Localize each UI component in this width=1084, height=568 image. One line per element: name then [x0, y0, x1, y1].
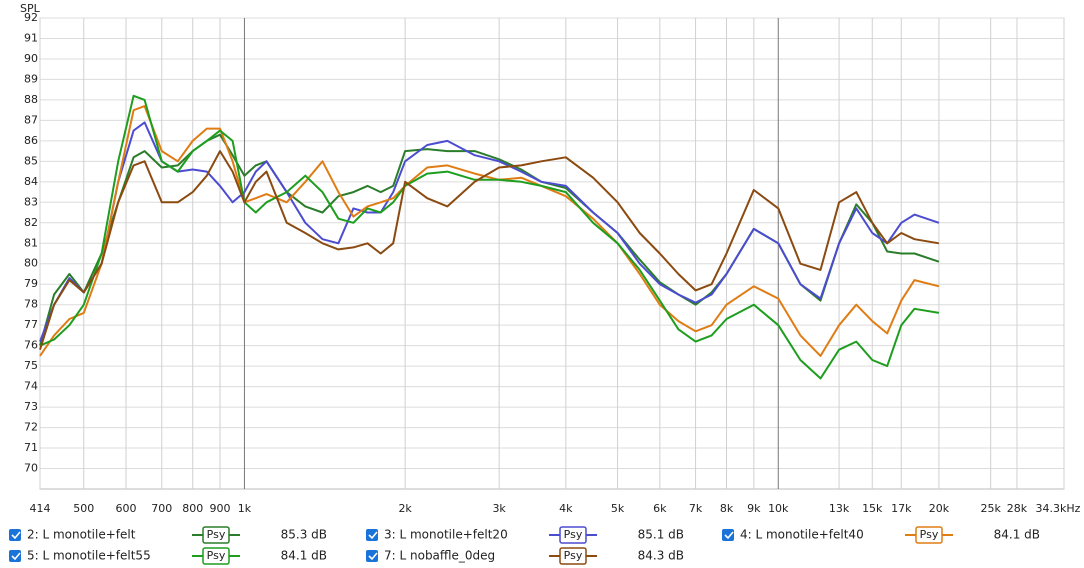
- x-tick-label: 13k: [829, 502, 850, 515]
- y-tick-label: 88: [24, 93, 38, 106]
- x-tick-label: 25k: [980, 502, 1001, 515]
- y-tick-label: 71: [24, 441, 38, 454]
- x-tick-label: 8k: [720, 502, 734, 515]
- legend-level: 85.3 dB: [281, 528, 327, 542]
- y-tick-label: 84: [24, 175, 38, 188]
- smoothing-label: Psy: [920, 528, 939, 541]
- y-tick-label: 81: [24, 236, 38, 249]
- x-tick-label: 28k: [1007, 502, 1028, 515]
- legend-checkbox: [9, 550, 21, 562]
- checkmark: [11, 531, 21, 540]
- smoothing-button[interactable]: [202, 547, 230, 565]
- y-tick-label: 73: [24, 400, 38, 413]
- y-tick-label: 74: [24, 380, 38, 393]
- legend-label: 2: L monotile+felt: [27, 528, 136, 542]
- legend-level: 85.1 dB: [638, 528, 684, 542]
- y-tick-label: 91: [24, 31, 38, 44]
- y-tick-label: 83: [24, 195, 38, 208]
- x-tick-label: 500: [73, 502, 94, 515]
- x-tick-label: 2k: [398, 502, 412, 515]
- y-tick-label: 78: [24, 298, 38, 311]
- x-tick-label: 600: [116, 502, 137, 515]
- y-tick-label: 72: [24, 421, 38, 434]
- y-tick-label: 87: [24, 113, 38, 126]
- legend-label: 4: L monotile+felt40: [740, 528, 864, 542]
- smoothing-label: Psy: [564, 528, 583, 541]
- y-tick-label: 76: [24, 339, 38, 352]
- series-line: [39, 150, 940, 350]
- legend-label: 3: L monotile+felt20: [384, 528, 508, 542]
- legend-label: 5: L monotile+felt55: [27, 549, 151, 563]
- legend-level: 84.3 dB: [638, 549, 684, 563]
- series-line: [39, 94, 940, 380]
- legend-entry[interactable]: 7: L nobaffle_0deg Psy 84.3 dB: [366, 547, 684, 565]
- y-tick-label: 70: [24, 462, 38, 475]
- x-tick-label: 34.3kHz: [1036, 502, 1081, 515]
- y-tick-label: 80: [24, 257, 38, 270]
- y-tick-label: 89: [24, 72, 38, 85]
- x-tick-label: 800: [182, 502, 203, 515]
- legend-entry[interactable]: 4: L monotile+felt40 Psy 84.1 dB: [722, 526, 1040, 544]
- legend-entry[interactable]: 5: L monotile+felt55 Psy 84.1 dB: [9, 547, 327, 565]
- x-tick-label: 15k: [862, 502, 883, 515]
- x-tick-label: 10k: [768, 502, 789, 515]
- checkmark: [11, 552, 21, 561]
- smoothing-label: Psy: [207, 528, 226, 541]
- legend-level: 84.1 dB: [281, 549, 327, 563]
- legend-checkbox: [722, 529, 734, 541]
- checkmark: [368, 552, 378, 561]
- x-tick-label: 17k: [891, 502, 912, 515]
- y-tick-label: 85: [24, 154, 38, 167]
- y-axis-label: SPL: [20, 2, 41, 15]
- x-tick-label: 700: [151, 502, 172, 515]
- y-tick-label: 90: [24, 52, 38, 65]
- checkmark: [368, 531, 378, 540]
- x-tick-label: 6k: [653, 502, 667, 515]
- smoothing-button[interactable]: [202, 526, 230, 544]
- x-tick-label: 900: [210, 502, 231, 515]
- y-tick-label: 82: [24, 216, 38, 229]
- legend-entry[interactable]: 2: L monotile+felt Psy 85.3 dB: [9, 526, 327, 544]
- legend-label: 7: L nobaffle_0deg: [384, 549, 495, 563]
- y-tick-label: 77: [24, 318, 38, 331]
- x-tick-label: 7k: [689, 502, 703, 515]
- smoothing-label: Psy: [564, 549, 583, 562]
- y-tick-label: 75: [24, 359, 38, 372]
- y-tick-label: 79: [24, 277, 38, 290]
- legend-checkbox: [366, 529, 378, 541]
- x-tick-label: 414: [30, 502, 51, 515]
- y-tick-label: 86: [24, 134, 38, 147]
- checkmark: [724, 531, 734, 540]
- y-tick-label: 92: [24, 11, 38, 24]
- x-tick-label: 1k: [238, 502, 252, 515]
- legend-checkbox: [9, 529, 21, 541]
- legend-level: 84.1 dB: [994, 528, 1040, 542]
- x-tick-label: 20k: [929, 502, 950, 515]
- smoothing-button[interactable]: [559, 526, 587, 544]
- smoothing-button[interactable]: [915, 526, 943, 544]
- legend-checkbox: [366, 550, 378, 562]
- smoothing-label: Psy: [207, 549, 226, 562]
- x-tick-label: 3k: [492, 502, 506, 515]
- x-tick-label: 9k: [747, 502, 761, 515]
- legend-entry[interactable]: 3: L monotile+felt20 Psy 85.1 dB: [366, 526, 684, 544]
- x-tick-label: 5k: [611, 502, 625, 515]
- x-tick-label: 4k: [559, 502, 573, 515]
- smoothing-button[interactable]: [559, 547, 587, 565]
- series-line: [39, 105, 940, 357]
